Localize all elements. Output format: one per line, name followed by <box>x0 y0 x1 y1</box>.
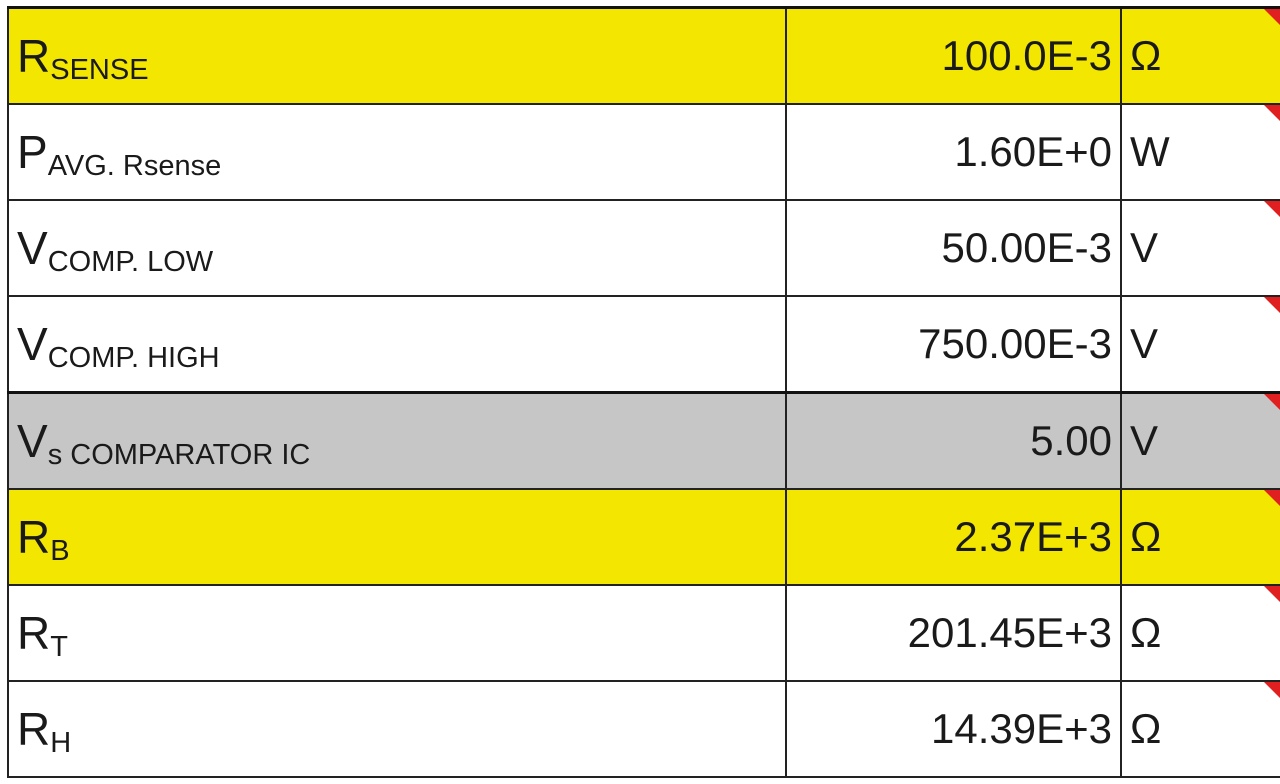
parameter-symbol: R <box>17 703 51 755</box>
parameter-unit-cell[interactable]: Ω <box>1122 490 1280 584</box>
parameter-symbol: R <box>17 607 51 659</box>
comment-indicator-icon[interactable] <box>1264 9 1280 25</box>
table-row: V COMP. HIGH 750.00E-3 V <box>7 297 1280 394</box>
parameter-unit-cell[interactable]: W <box>1122 105 1280 199</box>
parameter-value-cell[interactable]: 50.00E-3 <box>787 201 1122 295</box>
parameter-value-cell[interactable]: 1.60E+0 <box>787 105 1122 199</box>
parameter-name-cell[interactable]: V COMP. HIGH <box>7 297 787 391</box>
table-row: R SENSE 100.0E-3 Ω <box>7 9 1280 105</box>
comment-indicator-icon[interactable] <box>1264 201 1280 217</box>
parameter-value: 2.37E+3 <box>954 513 1112 560</box>
comment-indicator-icon[interactable] <box>1264 586 1280 602</box>
parameter-value: 750.00E-3 <box>918 320 1112 367</box>
parameter-subscript: B <box>50 534 70 567</box>
comment-indicator-icon[interactable] <box>1264 682 1280 698</box>
parameter-value: 201.45E+3 <box>907 609 1112 656</box>
parameter-subscript: s COMPARATOR IC <box>47 438 311 471</box>
parameter-value: 50.00E-3 <box>941 224 1112 271</box>
parameter-value: 1.60E+0 <box>954 128 1112 175</box>
parameter-symbol: V <box>17 318 48 370</box>
parameter-subscript: COMP. HIGH <box>47 341 220 374</box>
parameter-symbol: V <box>17 415 48 467</box>
parameter-unit-cell[interactable]: Ω <box>1122 586 1280 680</box>
parameter-value-cell[interactable]: 14.39E+3 <box>787 682 1122 776</box>
comment-indicator-icon[interactable] <box>1264 105 1280 121</box>
parameter-unit: Ω <box>1130 32 1162 79</box>
parameter-unit: Ω <box>1130 705 1162 752</box>
parameter-unit-cell[interactable]: V <box>1122 297 1280 391</box>
parameter-table: R SENSE 100.0E-3 Ω P AVG. Rsense 1.60E+0 W… <box>7 6 1280 778</box>
parameter-unit-cell[interactable]: V <box>1122 394 1280 488</box>
parameter-symbol: R <box>17 511 51 563</box>
comment-indicator-icon[interactable] <box>1264 297 1280 313</box>
parameter-unit: V <box>1130 320 1159 367</box>
parameter-name-cell[interactable]: V COMP. LOW <box>7 201 787 295</box>
parameter-value-cell[interactable]: 100.0E-3 <box>787 9 1122 103</box>
comment-indicator-icon[interactable] <box>1264 394 1280 410</box>
parameter-unit: V <box>1130 224 1159 271</box>
parameter-unit-cell[interactable]: V <box>1122 201 1280 295</box>
parameter-value-cell[interactable]: 2.37E+3 <box>787 490 1122 584</box>
table-row: P AVG. Rsense 1.60E+0 W <box>7 105 1280 201</box>
parameter-name-cell[interactable]: P AVG. Rsense <box>7 105 787 199</box>
parameter-subscript: COMP. LOW <box>47 245 214 278</box>
comment-indicator-icon[interactable] <box>1264 490 1280 506</box>
table-row: V COMP. LOW 50.00E-3 V <box>7 201 1280 297</box>
parameter-value-cell[interactable]: 201.45E+3 <box>787 586 1122 680</box>
parameter-symbol: P <box>17 126 48 178</box>
parameter-value: 5.00 <box>1030 417 1112 464</box>
parameter-unit-cell[interactable]: Ω <box>1122 682 1280 776</box>
parameter-unit: W <box>1130 128 1170 175</box>
parameter-subscript: T <box>50 630 68 663</box>
parameter-subscript: AVG. Rsense <box>47 149 222 182</box>
parameter-value-cell[interactable]: 5.00 <box>787 394 1122 488</box>
parameter-symbol: V <box>17 222 48 274</box>
parameter-unit: Ω <box>1130 513 1162 560</box>
parameter-subscript: H <box>50 726 72 759</box>
parameter-subscript: SENSE <box>50 53 149 86</box>
parameter-symbol: R <box>17 30 51 82</box>
parameter-value: 14.39E+3 <box>930 705 1112 752</box>
parameter-unit-cell[interactable]: Ω <box>1122 9 1280 103</box>
parameter-unit: Ω <box>1130 609 1162 656</box>
parameter-value-cell[interactable]: 750.00E-3 <box>787 297 1122 391</box>
parameter-name-cell[interactable]: R SENSE <box>7 9 787 103</box>
parameter-value: 100.0E-3 <box>941 32 1112 79</box>
parameter-unit: V <box>1130 417 1159 464</box>
